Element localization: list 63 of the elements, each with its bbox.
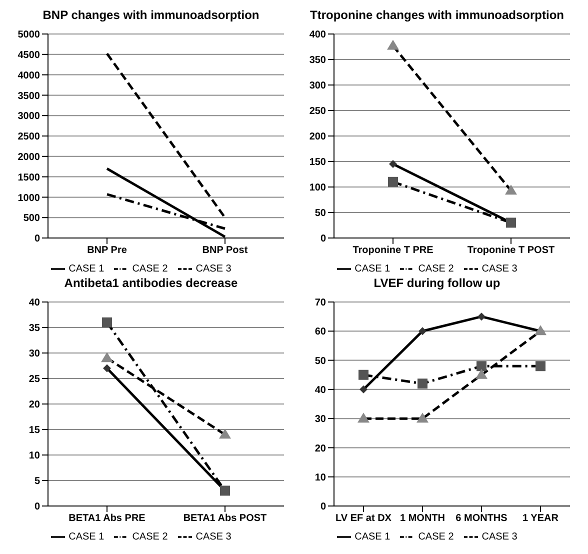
y-tick-label: 35 (28, 323, 40, 334)
y-tick-label: 300 (309, 80, 326, 92)
chart-title: Antibeta1 antibodies decrease (63, 276, 239, 292)
y-tick-label: 25 (28, 374, 40, 386)
y-tick-label: 3000 (18, 111, 40, 122)
x-tick-label: BNP Pre (87, 245, 128, 256)
y-tick-label: 10 (28, 450, 40, 462)
y-tick-label: 70 (314, 298, 326, 309)
y-tick-label: 0 (34, 502, 40, 513)
chart-title: BNP changes with immunoadsorption (42, 8, 260, 24)
legend-label: CASE 1 (68, 264, 104, 275)
y-tick-label: 500 (23, 213, 40, 224)
y-tick-label: 0 (320, 234, 326, 245)
legend-label: CASE 3 (196, 264, 232, 275)
legend-label: CASE 2 (132, 532, 168, 543)
chart-title: Ttroponine changes with immunoadsorption (309, 8, 565, 24)
y-tick-label: 3500 (18, 90, 40, 102)
y-tick-label: 250 (309, 106, 326, 118)
y-tick-label: 350 (309, 55, 326, 66)
x-tick-label: BNP Post (202, 245, 248, 256)
y-tick-label: 30 (28, 348, 40, 360)
x-tick-label: LV EF at DX (336, 513, 392, 524)
y-tick-label: 50 (314, 208, 326, 220)
x-tick-label: BETA1 Abs PRE (68, 513, 146, 524)
legend-label: CASE 1 (354, 264, 390, 275)
y-tick-label: 20 (28, 400, 40, 411)
x-tick-label: 1 MONTH (400, 513, 445, 524)
legend-label: CASE 2 (132, 264, 168, 275)
y-tick-label: 400 (309, 30, 326, 41)
legend-label: CASE 1 (68, 532, 104, 543)
y-tick-label: 2000 (18, 152, 40, 163)
y-tick-label: 40 (314, 384, 326, 396)
y-tick-label: 2500 (18, 132, 40, 143)
x-tick-label: 6 MONTHS (456, 513, 508, 524)
chart-title: LVEF during follow up (372, 276, 502, 292)
y-tick-label: 5000 (18, 30, 40, 41)
legend-label: CASE 2 (418, 264, 454, 275)
legend-label: CASE 3 (196, 532, 232, 543)
legend-label: CASE 1 (354, 532, 390, 543)
y-tick-label: 50 (314, 356, 326, 367)
y-tick-label: 0 (34, 234, 40, 245)
y-tick-label: 4000 (18, 70, 40, 82)
y-tick-label: 30 (314, 414, 326, 426)
y-tick-label: 1500 (18, 172, 40, 184)
legend-label: CASE 3 (482, 532, 518, 543)
x-tick-label: BETA1 Abs POST (183, 513, 267, 524)
y-tick-label: 0 (320, 502, 326, 513)
y-tick-label: 200 (309, 132, 326, 143)
y-tick-label: 20 (314, 443, 326, 454)
y-tick-label: 40 (28, 298, 40, 309)
y-tick-label: 1000 (18, 192, 40, 204)
y-tick-label: 60 (314, 326, 326, 338)
y-tick-label: 4500 (18, 50, 40, 61)
x-tick-label: Troponine T POST (467, 245, 555, 256)
legend-label: CASE 2 (418, 532, 454, 543)
y-tick-label: 150 (309, 157, 326, 168)
y-tick-label: 10 (314, 472, 326, 484)
y-tick-label: 15 (28, 425, 40, 436)
legend-label: CASE 3 (482, 264, 518, 275)
y-tick-label: 5 (34, 476, 40, 488)
y-tick-label: 100 (309, 182, 326, 194)
x-tick-label: 1 YEAR (522, 513, 560, 524)
x-tick-label: Troponine T PRE (352, 245, 434, 256)
